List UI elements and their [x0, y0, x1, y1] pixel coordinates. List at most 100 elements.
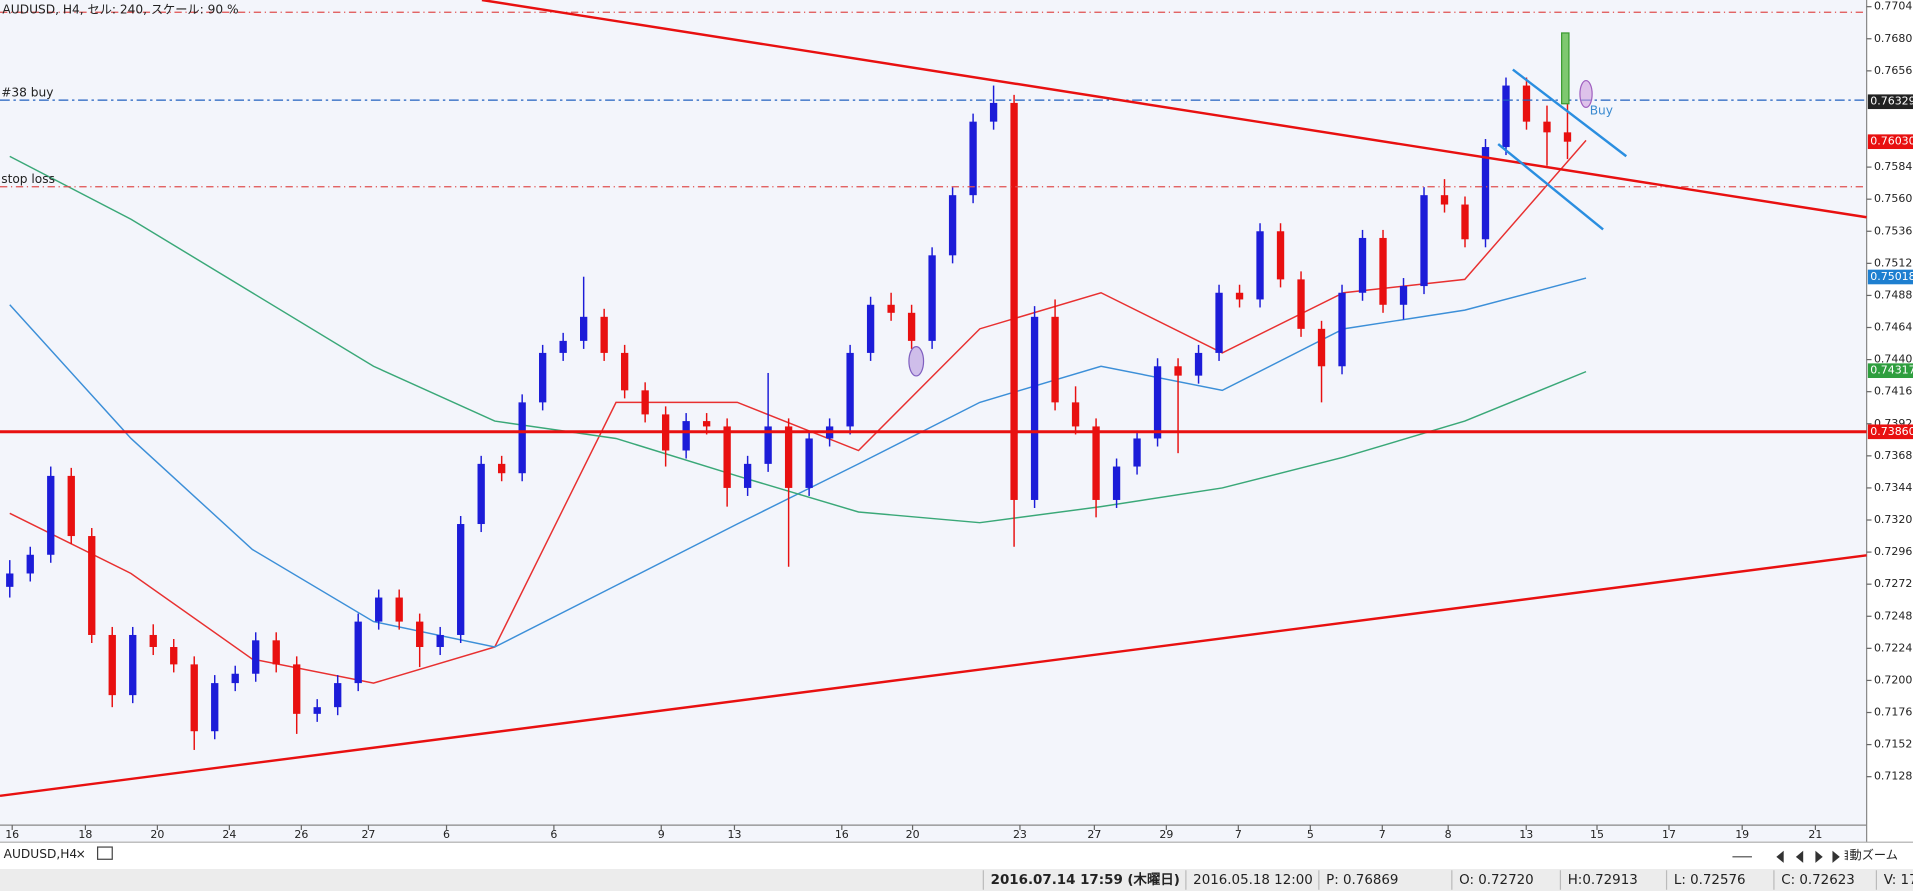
channel-line [1512, 68, 1628, 158]
x-tick-label: 18 [78, 828, 92, 841]
candle-body [600, 316, 608, 353]
x-tick-label: 17 [1662, 828, 1676, 841]
zoom-label[interactable]: 自動ズーム [1837, 847, 1898, 862]
candle-body [1461, 204, 1469, 240]
candle-body [313, 707, 321, 714]
moving-average [9, 139, 1587, 684]
buy-label: Buy [1590, 104, 1613, 118]
candle-body [272, 640, 280, 665]
candle-body [907, 312, 916, 341]
x-tick-label: 6 [443, 828, 450, 841]
candle-body [682, 421, 690, 451]
status-items: 2016.07.14 17:59 (木曜日) 2016.05.18 12:00 P:… [982, 870, 1913, 890]
x-tick-label: 8 [1445, 828, 1452, 841]
candle-body [580, 316, 588, 341]
candle-body [129, 634, 137, 696]
candle-body [805, 438, 813, 488]
candle-body [1092, 426, 1100, 500]
x-tick-label: 29 [1159, 828, 1173, 841]
channel-line [1497, 143, 1604, 231]
candle-body [1481, 147, 1490, 240]
candle-body [1338, 292, 1346, 367]
candle-body [641, 390, 649, 415]
price-marker-label: 0.74317 [1870, 364, 1913, 377]
x-tick-label: 5 [1307, 828, 1314, 841]
status-bar [0, 869, 1913, 891]
candle-body [436, 634, 444, 648]
candle-body [620, 352, 629, 391]
candle-body [395, 597, 403, 622]
x-tick-label: 13 [1519, 828, 1533, 841]
candle-body [1317, 328, 1326, 367]
candle-body [375, 597, 383, 622]
candle-body [457, 524, 465, 635]
candle-body [518, 402, 526, 474]
candle-body [1194, 352, 1203, 376]
candle-body [539, 352, 547, 403]
candle-body [1276, 231, 1285, 280]
candle-body [1112, 466, 1121, 500]
x-tick-label: 27 [1087, 828, 1101, 841]
candle-body [211, 683, 219, 732]
candle-body [784, 426, 793, 488]
candle-body [743, 463, 752, 488]
status-item: L: 0.72576 [1674, 873, 1746, 888]
price-marker [1867, 424, 1913, 440]
plot [6, 77, 1587, 750]
trend-line [481, 0, 1867, 219]
candle-body [416, 621, 424, 648]
status-item: P: 0.76869 [1326, 873, 1398, 888]
price-marker-label: 0.76030 [1870, 135, 1913, 148]
candle-body [1030, 316, 1039, 500]
tab-close[interactable]: × [76, 847, 86, 861]
candle-body [1051, 316, 1059, 403]
marker [1579, 79, 1593, 109]
candle-body [1297, 279, 1305, 329]
x-tick-label: 7 [1379, 828, 1386, 841]
price-marker [1867, 134, 1913, 150]
x-tick-label: 19 [1735, 828, 1749, 841]
candle-body [1215, 292, 1223, 353]
nav-buttons[interactable] [1776, 850, 1840, 863]
candle-body [928, 255, 936, 341]
y-tick-label: 0.71280 [1874, 770, 1913, 783]
candle-body [108, 634, 116, 696]
x-tick-label: 15 [1590, 828, 1604, 841]
price-marker-label: 0.73860 [1870, 425, 1913, 438]
x-tick-label: 23 [1013, 828, 1027, 841]
candle-body [1133, 438, 1141, 467]
candle-body [1071, 402, 1080, 427]
candle-body [1420, 195, 1428, 287]
candle-body [190, 664, 198, 732]
candle-body [948, 195, 957, 256]
candle-body [764, 426, 772, 464]
status-item: 2016.05.18 12:00 [1193, 873, 1313, 888]
window-icon[interactable] [96, 846, 113, 860]
candle-body [1543, 121, 1551, 133]
candle-body [1379, 237, 1387, 305]
candle-body [1399, 286, 1408, 305]
candle-body [1440, 195, 1449, 205]
candle-body [559, 340, 567, 353]
trend-line [0, 554, 1867, 798]
candle-body [1153, 366, 1162, 439]
candle-body [1522, 85, 1531, 122]
chart-title: AUDUSD, H4, セル: 240, スケール: 90 % [2, 2, 238, 16]
candle-body [149, 634, 157, 648]
candle-body [67, 475, 75, 537]
candle-body [1358, 237, 1367, 293]
candle-body [866, 304, 875, 353]
tab-label[interactable]: AUDUSD,H4 [4, 847, 78, 861]
